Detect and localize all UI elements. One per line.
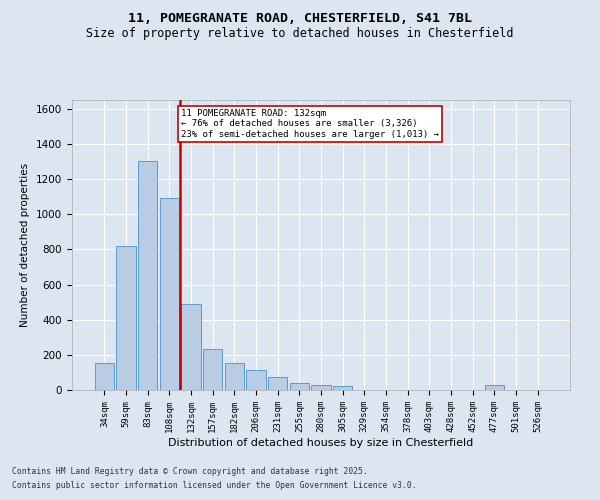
Bar: [160, 198, 179, 390]
Text: 11 POMEGRANATE ROAD: 132sqm
← 76% of detached houses are smaller (3,326)
23% of : 11 POMEGRANATE ROAD: 132sqm ← 76% of det…: [181, 109, 439, 138]
Y-axis label: Number of detached properties: Number of detached properties: [20, 163, 31, 327]
Bar: [333, 386, 352, 390]
Text: 11, POMEGRANATE ROAD, CHESTERFIELD, S41 7BL: 11, POMEGRANATE ROAD, CHESTERFIELD, S41 …: [128, 12, 472, 26]
Bar: [116, 246, 136, 390]
Bar: [138, 160, 157, 390]
Bar: [485, 384, 504, 390]
Bar: [246, 370, 266, 390]
Text: Contains public sector information licensed under the Open Government Licence v3: Contains public sector information licen…: [12, 481, 416, 490]
Bar: [311, 384, 331, 390]
Bar: [181, 304, 201, 390]
X-axis label: Distribution of detached houses by size in Chesterfield: Distribution of detached houses by size …: [169, 438, 473, 448]
Bar: [95, 363, 114, 390]
Text: Contains HM Land Registry data © Crown copyright and database right 2025.: Contains HM Land Registry data © Crown c…: [12, 467, 368, 476]
Text: Size of property relative to detached houses in Chesterfield: Size of property relative to detached ho…: [86, 28, 514, 40]
Bar: [268, 377, 287, 390]
Bar: [203, 348, 223, 390]
Bar: [290, 383, 309, 390]
Bar: [224, 363, 244, 390]
